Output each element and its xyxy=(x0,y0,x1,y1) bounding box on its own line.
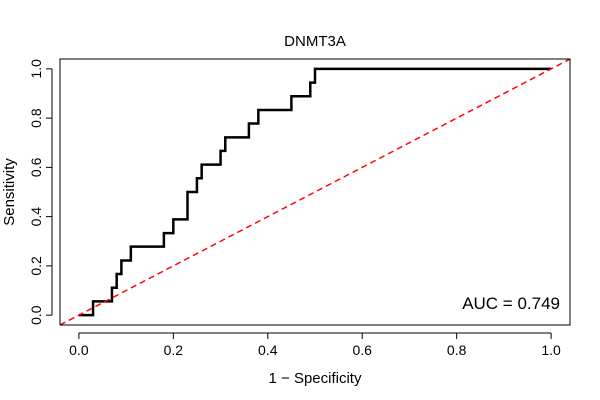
roc-curve-line xyxy=(78,67,552,317)
y-tick-label: 1.0 xyxy=(28,59,44,79)
plot-frame xyxy=(59,58,571,326)
reference-diagonal-line xyxy=(60,59,570,325)
y-tick-label: 0.8 xyxy=(28,108,44,128)
y-tick-label: 0.4 xyxy=(28,207,44,227)
x-tick-label: 0.2 xyxy=(164,342,184,358)
y-axis: 0.0 0.2 0.4 0.6 0.8 1.0 xyxy=(28,59,53,325)
y-tick-label: 0.2 xyxy=(28,256,44,276)
y-tick-label: 0.0 xyxy=(28,305,44,325)
x-axis: 0.0 0.2 0.4 0.6 0.8 1.0 xyxy=(69,332,561,358)
x-axis-title: 1 − Specificity xyxy=(269,370,362,387)
auc-annotation: AUC = 0.749 xyxy=(462,294,560,313)
y-axis-title: Sensitivity xyxy=(1,158,18,226)
x-tick-label: 0.8 xyxy=(447,342,467,358)
x-tick-label: 1.0 xyxy=(541,342,561,358)
y-tick-label: 0.6 xyxy=(28,157,44,177)
x-tick-label: 0.0 xyxy=(69,342,89,358)
chart-title: DNMT3A xyxy=(284,33,346,50)
x-tick-label: 0.6 xyxy=(352,342,372,358)
x-tick-label: 0.4 xyxy=(258,342,278,358)
